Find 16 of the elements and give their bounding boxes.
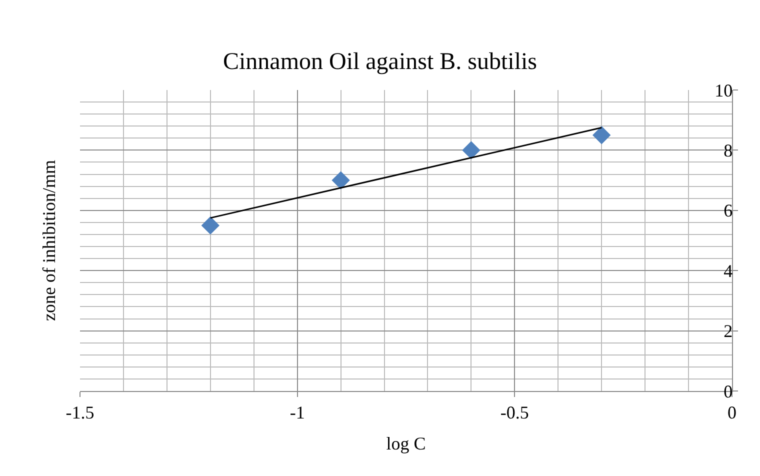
y-tick-label: 8 bbox=[724, 140, 733, 160]
point bbox=[332, 171, 350, 190]
point bbox=[592, 126, 611, 144]
point bbox=[201, 216, 220, 235]
y-tick-label: 4 bbox=[724, 260, 733, 281]
y-tick-label: 10 bbox=[714, 80, 733, 100]
chart-title: Cinnamon Oil against B. subtilis bbox=[222, 49, 538, 76]
x-tick-label: -1 bbox=[290, 402, 305, 423]
x-tick-label: -1.5 bbox=[66, 402, 94, 423]
y-tick-label: 0 bbox=[724, 381, 733, 402]
y-tick-label: 6 bbox=[724, 200, 733, 221]
y-axis-title: zone of inhibition/mm bbox=[38, 160, 59, 321]
point bbox=[462, 141, 480, 160]
x-tick-label: -0.5 bbox=[500, 402, 529, 423]
y-tick-label: 2 bbox=[724, 321, 733, 342]
x-axis-title: log C bbox=[386, 434, 426, 454]
